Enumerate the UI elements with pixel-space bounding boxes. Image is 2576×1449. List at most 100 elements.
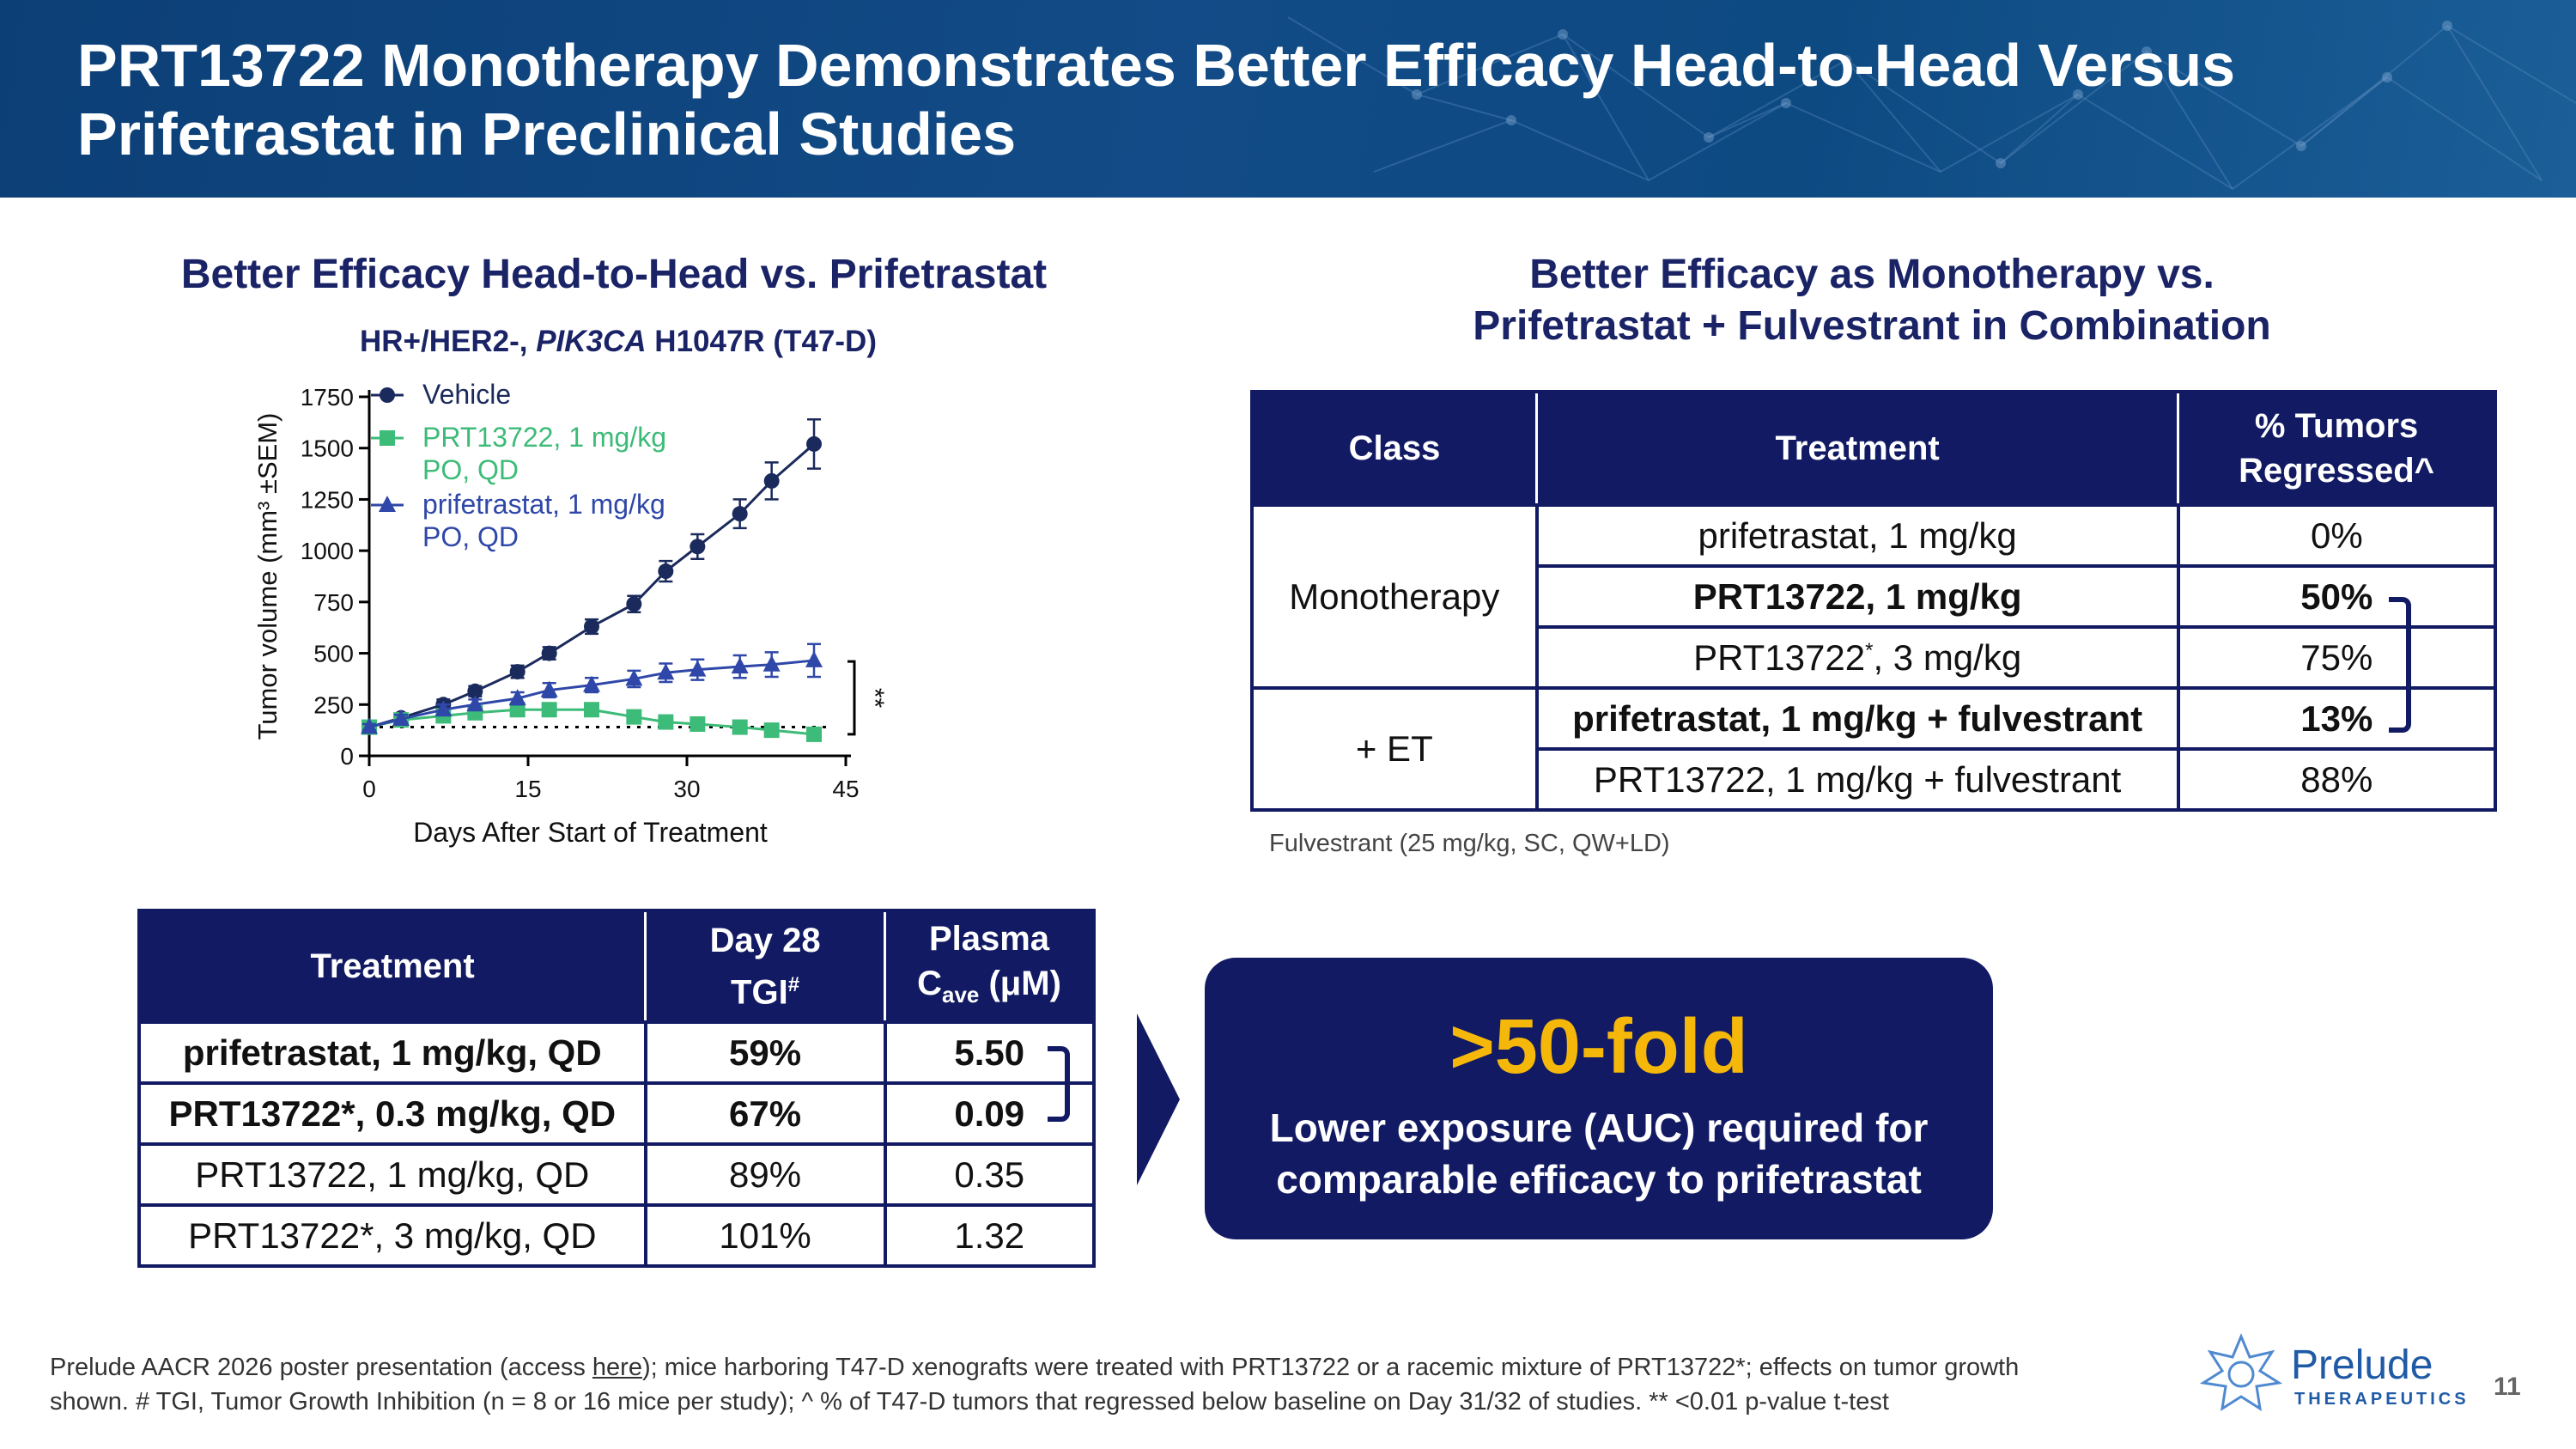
data-point <box>626 596 642 612</box>
pct-cell: 88% <box>2176 747 2498 812</box>
treatment-cell: prifetrastat, 1 mg/kg, QD <box>137 1020 647 1085</box>
data-point <box>806 726 822 742</box>
y-tick-label: 1000 <box>301 538 354 564</box>
significance-label: ** <box>860 688 889 709</box>
fold-description-line1: Lower exposure (AUC) required for <box>1269 1105 1929 1150</box>
header-plasma-sub: ave <box>941 981 980 1008</box>
pct-cell: 0% <box>2176 503 2498 568</box>
fold-description-line2: comparable efficacy to prifetrastat <box>1276 1157 1922 1202</box>
treatment-dose: , 3 mg/kg <box>1873 636 2022 678</box>
y-tick-label: 500 <box>313 641 354 667</box>
data-point <box>762 654 781 672</box>
y-tick-label: 0 <box>340 743 354 770</box>
y-tick-label: 250 <box>313 691 354 718</box>
tgi-cell: 59% <box>643 1020 887 1085</box>
table-row: PRT13722*, 3 mg/kg, QD 101% 1.32 <box>137 1203 1097 1268</box>
legend-marker <box>380 430 395 446</box>
data-point <box>731 657 749 674</box>
header-day28-line2: TGI# <box>655 963 875 1014</box>
header-pct-line1: % Tumors <box>2254 407 2419 445</box>
data-point <box>434 700 453 717</box>
tgi-table: Treatment Day 28 TGI# Plasma Cave (μM) p… <box>137 909 1097 1268</box>
table-row: PRT13722*, 0.3 mg/kg, QD 67% 0.09 <box>137 1081 1097 1146</box>
legend-label: PO, QD <box>422 521 519 552</box>
footnote-pre: Prelude AACR 2026 poster presentation (a… <box>50 1354 592 1381</box>
fulvestrant-note: Fulvestrant (25 mg/kg, SC, QW+LD) <box>1269 830 1670 857</box>
chart-subtitle-pre: HR+/HER2-, <box>360 325 537 358</box>
x-tick-label: 30 <box>673 776 700 802</box>
data-point <box>805 650 823 667</box>
header-day28-line1: Day 28 <box>709 921 821 959</box>
x-tick-label: 45 <box>832 776 859 802</box>
data-point <box>690 715 706 732</box>
fold-description: Lower exposure (AUC) required for compar… <box>1205 1102 1993 1205</box>
data-point <box>540 680 558 697</box>
data-point <box>657 663 675 680</box>
page-number: 11 <box>2494 1373 2521 1401</box>
network-background-icon <box>1287 16 2576 191</box>
data-point <box>658 563 674 580</box>
table-row: + ET prifetrastat, 1 mg/kg + fulvestrant… <box>1250 686 2498 812</box>
tgi-cell: 67% <box>643 1081 887 1146</box>
header-plasma: Plasma Cave (μM) <box>884 910 1094 1022</box>
header-banner: PRT13722 Monotherapy Demonstrates Better… <box>0 0 2576 198</box>
header-pct-line2: Regressed^ <box>2239 452 2435 490</box>
right-section-title-line2: Prifetrastat + Fulvestrant in Combinatio… <box>1473 303 2271 349</box>
data-point <box>509 702 526 718</box>
treatment-cell: PRT13722, 1 mg/kg + fulvestrant <box>1534 747 2180 812</box>
legend-label: prifetrastat, 1 mg/kg <box>422 489 665 520</box>
x-axis-label: Days After Start of Treatment <box>413 817 768 848</box>
plasma-cell: 0.35 <box>883 1142 1097 1207</box>
tgi-cell: 89% <box>643 1142 887 1207</box>
table-row: PRT13722, 1 mg/kg, QD 89% 0.35 <box>137 1142 1097 1207</box>
data-point <box>689 660 707 677</box>
y-tick-label: 750 <box>313 589 354 616</box>
legend-marker <box>380 387 395 403</box>
footnote: Prelude AACR 2026 poster presentation (a… <box>50 1350 2196 1419</box>
data-point <box>690 539 706 555</box>
table-row: Monotherapy prifetrastat, 1 mg/kg 0% <box>1250 503 2498 690</box>
tgi-cell: 101% <box>643 1203 887 1268</box>
treatment-cell: PRT13722*, 3 mg/kg, QD <box>137 1203 647 1268</box>
treatment-cell: PRT13722, 1 mg/kg <box>1534 564 2180 629</box>
plasma-cell: 5.50 <box>883 1020 1097 1085</box>
data-point <box>626 709 642 725</box>
footnote-line2: shown. # TGI, Tumor Growth Inhibition (n… <box>50 1388 1889 1416</box>
treatment-cell: prifetrastat, 1 mg/kg + fulvestrant <box>1534 686 2180 751</box>
y-tick-label: 1250 <box>301 486 354 513</box>
tumor-volume-chart: 0 250 500 750 1000 1250 1500 1750 0 15 30 45 Days Af… <box>252 379 889 848</box>
table-row: PRT13722, 1 mg/kg 50% <box>1252 564 2498 629</box>
pct-cell: 75% <box>2176 625 2498 690</box>
data-point <box>466 695 484 712</box>
x-tick-label: 15 <box>514 776 541 802</box>
y-axis-label: Tumor volume (mm³ ±SEM) <box>252 413 283 740</box>
legend-label: Vehicle <box>422 379 511 410</box>
data-point <box>658 714 674 730</box>
plasma-cell: 1.32 <box>883 1203 1097 1268</box>
header-treatment: Treatment <box>139 910 647 1022</box>
data-point <box>361 717 378 734</box>
header-tgi-label: TGI <box>731 973 788 1012</box>
right-section-title-line1: Better Efficacy as Monotherapy vs. <box>1529 252 2215 297</box>
class-et: + ET <box>1250 686 1539 812</box>
legend-label: PRT13722, 1 mg/kg <box>422 422 666 453</box>
y-tick-label: 1750 <box>301 384 354 411</box>
table-row: prifetrastat, 1 mg/kg, QD 59% 5.50 <box>137 1020 1097 1085</box>
footnote-line1: Prelude AACR 2026 poster presentation (a… <box>50 1350 2196 1385</box>
treatment-cell: PRT13722*, 3 mg/kg <box>1534 625 2180 690</box>
page-title-line2: Prifetrastat in Preclinical Studies <box>77 100 1017 167</box>
page-title-line1: PRT13722 Monotherapy Demonstrates Better… <box>77 32 2236 99</box>
data-point <box>732 506 748 522</box>
racemic-marker: * <box>1865 638 1874 662</box>
y-tick-label: 1500 <box>301 435 354 462</box>
logo-subtitle: THERAPEUTICS <box>2294 1390 2470 1409</box>
data-point <box>806 435 822 452</box>
data-point <box>509 664 526 680</box>
footnote-link[interactable]: here <box>592 1354 642 1381</box>
class-monotherapy: Monotherapy <box>1250 503 1539 690</box>
header-treatment: Treatment <box>1536 392 2180 505</box>
data-point <box>584 618 599 635</box>
header-day28-tgi: Day 28 TGI# <box>645 910 887 1022</box>
data-point <box>584 702 599 718</box>
data-point <box>467 683 483 699</box>
